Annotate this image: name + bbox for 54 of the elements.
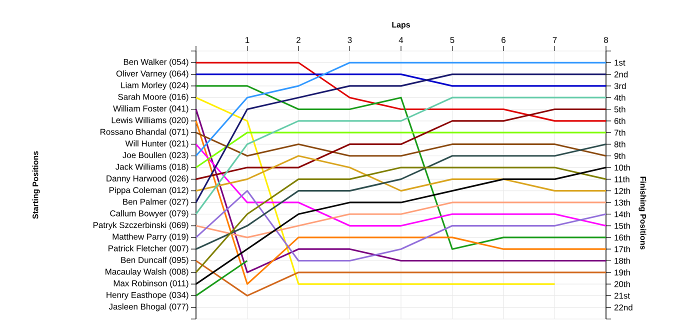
y-tick-label: 12th <box>614 188 630 194</box>
text: William Foster (041) <box>113 105 188 114</box>
text: Lewis Williams (020) <box>112 116 188 125</box>
y-tick-label: 5th <box>614 106 626 112</box>
text: Ben Palmer (027) <box>123 198 188 206</box>
y-tick-label: 8th <box>614 141 626 148</box>
text: Pippa Coleman (012) <box>109 186 188 195</box>
text: Rossano Bhandal (071) <box>100 128 188 137</box>
text: Matthew Parry (019) <box>112 233 188 242</box>
text: Patryk Szczerbinski (069) <box>93 222 188 230</box>
y-tick-label: 17th <box>614 246 630 252</box>
y-tick-label: 7th <box>614 129 626 136</box>
y-tick-label: 6th <box>614 118 626 124</box>
y-tick-label: 13th <box>614 199 630 206</box>
x-tick-label: 8 <box>604 36 608 43</box>
text: Sarah Moore (016) <box>118 94 188 102</box>
y-tick-label: 22nd <box>614 304 632 310</box>
y-tick-label: 16th <box>614 234 630 241</box>
text: Joe Boullen (023) <box>122 152 188 160</box>
y-tick-label: 9th <box>614 152 626 159</box>
text: Jack Williams (018) <box>116 164 188 172</box>
text: Henry Easthope (034) <box>106 292 188 300</box>
y-tick-label: 2nd <box>614 71 628 78</box>
text: Ben Duncalf (095) <box>121 256 188 265</box>
x-tick-label: 4 <box>398 37 404 43</box>
y-tick-label: 20th <box>614 280 630 288</box>
text: Liam Morley (024) <box>121 82 188 90</box>
x-tick-label: 7 <box>552 37 557 43</box>
text: Macaulay Walsh (008) <box>106 268 188 276</box>
y-tick-label: 19th <box>614 269 630 276</box>
line-series <box>195 155 607 192</box>
y-tick-label: 14th <box>614 211 630 218</box>
x-tick-label: 1 <box>246 37 250 43</box>
line-series <box>195 108 607 180</box>
y-tick-label: 3rd <box>614 82 626 90</box>
y-tick-label: 11th <box>614 176 630 182</box>
y-tick-label: 4th <box>614 94 626 101</box>
text: Callum Bowyer (079) <box>110 210 188 218</box>
text: Patrick Fletcher (007) <box>108 245 188 254</box>
text: Will Hunter (021) <box>125 140 188 148</box>
text: Jasleen Bhogal (077) <box>108 303 188 312</box>
y-tick-label: 15th <box>614 222 630 229</box>
x-tick-label: 5 <box>450 37 454 43</box>
y-tick-label: 1st <box>614 60 626 66</box>
text: Oliver Varney (064) <box>116 70 188 78</box>
text: Ben Walker (054) <box>124 58 188 67</box>
x-tick-label: 2 <box>296 37 300 43</box>
y-tick-label: 10th <box>614 164 630 171</box>
text: Max Robinson (011) <box>114 280 188 288</box>
x-tick-label: 6 <box>502 36 506 43</box>
x-tick-label: 3 <box>348 36 352 43</box>
y-tick-label: 21st <box>614 292 630 299</box>
text: Danny Harwood (026) <box>106 175 188 184</box>
y-tick-label: 18th <box>614 258 630 264</box>
